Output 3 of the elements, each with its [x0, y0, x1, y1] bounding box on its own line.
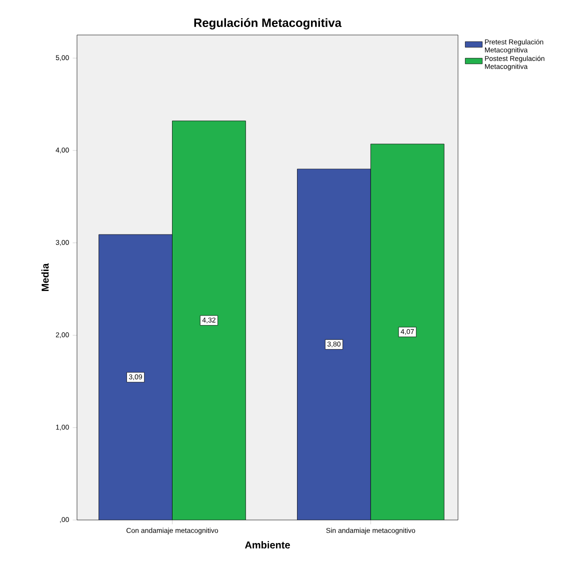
y-axis-title: Media: [41, 263, 49, 291]
x-axis-title: Ambiente: [244, 541, 290, 549]
chart-title: Regulación Metacognitiva: [194, 18, 342, 30]
